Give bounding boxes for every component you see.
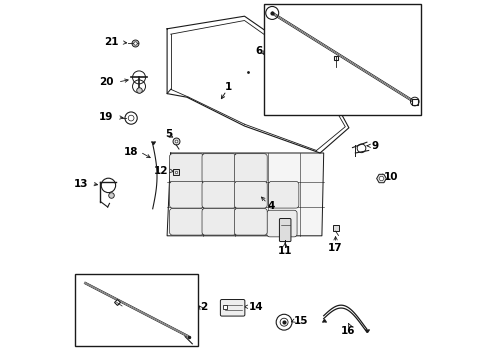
FancyBboxPatch shape [169,154,203,183]
Bar [75,274,197,346]
Text: 8: 8 [405,89,412,99]
Text: 14: 14 [248,302,263,312]
FancyBboxPatch shape [202,181,235,208]
FancyBboxPatch shape [169,181,203,208]
FancyBboxPatch shape [234,208,266,235]
FancyBboxPatch shape [266,210,296,237]
Text: 12: 12 [153,166,168,176]
Text: 7: 7 [323,69,330,80]
Text: 1: 1 [224,82,231,92]
Text: 6: 6 [255,46,262,56]
Text: 5: 5 [165,129,172,139]
Text: 17: 17 [327,243,342,253]
FancyBboxPatch shape [202,154,235,183]
FancyBboxPatch shape [202,208,235,235]
FancyBboxPatch shape [220,300,244,316]
Text: 3: 3 [83,303,90,314]
Text: 19: 19 [99,112,113,122]
Text: 21: 21 [104,37,119,48]
FancyBboxPatch shape [234,154,266,183]
Bar [264,4,420,115]
FancyBboxPatch shape [279,219,290,242]
Polygon shape [167,153,323,236]
Text: 10: 10 [384,172,398,183]
Text: 20: 20 [99,77,113,87]
Text: 15: 15 [293,316,307,327]
Text: 2: 2 [200,302,207,312]
FancyBboxPatch shape [169,208,203,235]
Text: 16: 16 [340,326,355,336]
Text: 9: 9 [370,141,378,151]
FancyBboxPatch shape [234,181,266,208]
FancyBboxPatch shape [268,181,298,208]
Text: 4: 4 [266,201,274,211]
Text: 18: 18 [123,147,138,157]
Text: 8: 8 [277,13,284,23]
Text: 11: 11 [277,246,291,256]
Text: 13: 13 [73,179,88,189]
